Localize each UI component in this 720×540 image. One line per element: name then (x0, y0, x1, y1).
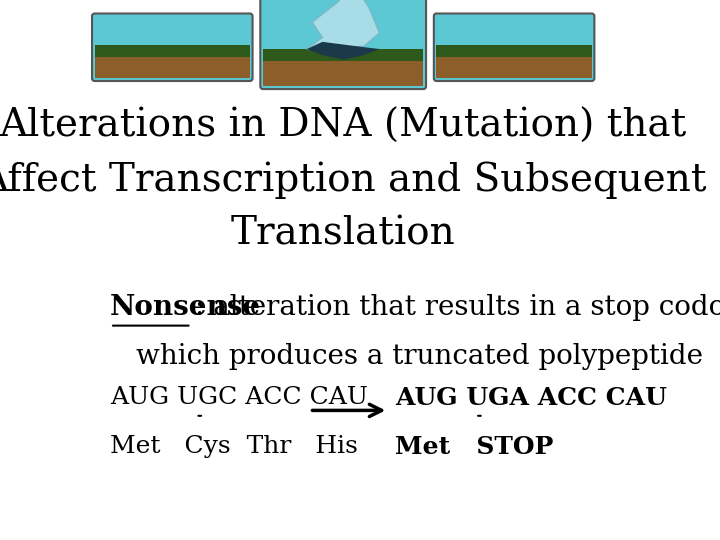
Polygon shape (307, 42, 379, 60)
Bar (94, 45, 250, 57)
Text: AUG UGC ACC CAU: AUG UGC ACC CAU (110, 386, 368, 409)
Text: Met   Cys  Thr   His: Met Cys Thr His (110, 435, 358, 458)
Text: Translation: Translation (231, 216, 456, 253)
Text: Alterations in DNA (Mutation) that: Alterations in DNA (Mutation) that (0, 108, 687, 145)
Bar (263, 62, 423, 86)
FancyBboxPatch shape (92, 14, 253, 81)
Text: AUG UGA ACC CAU: AUG UGA ACC CAU (395, 386, 667, 410)
Bar (436, 45, 592, 57)
Text: Nonsense: Nonsense (110, 294, 261, 321)
Polygon shape (307, 0, 379, 49)
Bar (94, 57, 250, 78)
FancyBboxPatch shape (261, 0, 426, 89)
Text: : alteration that results in a stop codon,: : alteration that results in a stop codo… (194, 294, 720, 321)
Text: which produces a truncated polypeptide: which produces a truncated polypeptide (136, 343, 703, 370)
Bar (263, 49, 423, 62)
Text: Affect Transcription and Subsequent: Affect Transcription and Subsequent (0, 162, 706, 199)
Bar (436, 57, 592, 78)
Text: Met   STOP: Met STOP (395, 435, 554, 458)
FancyBboxPatch shape (434, 14, 595, 81)
